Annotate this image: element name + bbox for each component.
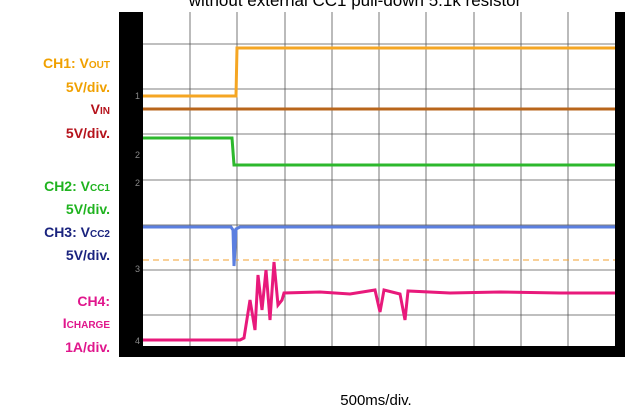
label-sub: CHARGE (67, 320, 111, 331)
label: 5V/div. (66, 125, 110, 141)
label: ICHARGE (63, 315, 111, 331)
label: 5V/div. (66, 247, 110, 263)
svg-text:1: 1 (135, 91, 140, 101)
label: 5V/div. (66, 201, 110, 217)
vcc1-trace (143, 136, 615, 167)
scope-screen: 1 2 2 3 4 (119, 12, 625, 357)
vcc2-trace (143, 225, 615, 267)
svg-text:2: 2 (135, 178, 140, 188)
label-sub: OUT (89, 60, 110, 71)
timebase: 500ms/div. (340, 392, 411, 409)
label-main: CH2: V (44, 178, 91, 194)
label: CH3: VCC2 (44, 224, 110, 240)
channel-markers: 1 2 2 3 4 (135, 91, 140, 346)
label-sub: IN (100, 106, 110, 117)
label-sub: CC2 (90, 229, 110, 240)
svg-text:4: 4 (135, 336, 140, 346)
label-main: CH3: V (44, 224, 91, 240)
labels: CH1: VOUT 5V/div. VIN 5V/div. CH2: VCC1 … (43, 55, 110, 355)
svg-text:3: 3 (135, 264, 140, 274)
label: CH2: VCC1 (44, 178, 110, 194)
grid (143, 12, 615, 346)
label: 5V/div. (66, 79, 110, 95)
label: VIN (91, 101, 110, 117)
title: without external CC1 pull-down 5.1k resi… (188, 0, 522, 10)
label: CH4: (77, 293, 110, 309)
label-sub: CC1 (90, 183, 110, 194)
label-main: V (91, 101, 101, 117)
label: CH1: VOUT (43, 55, 110, 71)
icharge-trace (143, 261, 615, 342)
svg-text:2: 2 (135, 150, 140, 160)
vout-trace (143, 46, 615, 98)
label: 1A/div. (65, 339, 110, 355)
label-main: I (63, 315, 67, 331)
label-main: CH1: V (43, 55, 90, 71)
